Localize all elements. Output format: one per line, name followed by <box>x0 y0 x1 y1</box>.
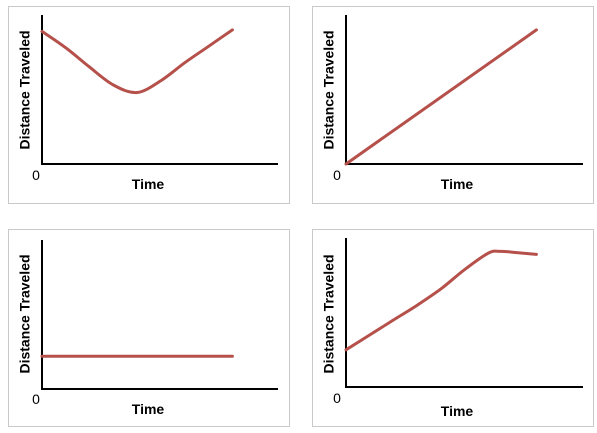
chart-1-x-label: Time <box>132 176 165 192</box>
chart-3-y-label: Distance Traveled <box>17 254 33 373</box>
chart-3-x-label: Time <box>132 401 165 417</box>
chart-1-series-line <box>40 28 234 95</box>
chart-3: Distance Traveled Time 0 <box>17 240 278 417</box>
chart-panel-3 <box>8 229 290 427</box>
chart-2-series-line <box>344 28 538 166</box>
chart-4: Distance Traveled Time 0 <box>321 238 583 419</box>
chart-panel-4 <box>312 229 594 427</box>
chart-2-origin-label: 0 <box>333 167 341 183</box>
chart-3-origin-label: 0 <box>32 391 40 407</box>
chart-2: Distance Traveled Time 0 <box>321 15 583 192</box>
chart-1-y-label: Distance Traveled <box>17 30 33 149</box>
chart-1-origin-label: 0 <box>32 167 40 183</box>
chart-2-y-label: Distance Traveled <box>321 30 337 149</box>
chart-4-origin-label: 0 <box>333 390 341 406</box>
chart-4-x-label: Time <box>441 403 474 419</box>
chart-panel-2 <box>312 6 594 204</box>
chart-4-series-line <box>344 249 538 352</box>
chart-4-y-label: Distance Traveled <box>321 254 337 373</box>
chart-1: Distance Traveled Time 0 <box>17 15 278 192</box>
chart-2-x-label: Time <box>441 176 474 192</box>
